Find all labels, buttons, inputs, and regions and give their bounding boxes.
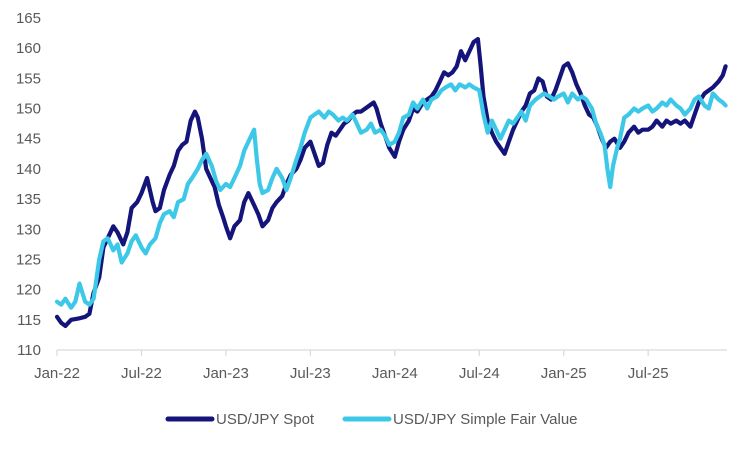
y-tick-label: 110 [17,342,41,359]
legend-label-fair-value: USD/JPY Simple Fair Value [393,411,578,428]
x-tick-label: Jul-22 [121,365,162,382]
y-tick-label: 115 [17,312,41,329]
y-tick-label: 145 [16,131,41,148]
y-tick-label: 165 [16,10,41,27]
series-lines [54,37,728,328]
legend-label-spot: USD/JPY Spot [216,411,315,428]
x-tick-label: Jan-22 [34,365,80,382]
y-tick-label: 150 [16,101,41,118]
y-tick-label: 140 [16,161,41,178]
series-line-usdjpy-spot [54,37,728,328]
series-line-usdjpy-fair-value [54,82,728,310]
y-tick-label: 135 [16,191,41,208]
x-tick-label: Jul-25 [628,365,669,382]
x-tick-label: Jan-23 [203,365,249,382]
y-tick-label: 120 [16,282,41,299]
x-axis-tick-labels: Jan-22 Jul-22 Jan-23 Jul-23 Jan-24 Jul-24 Jan-… [34,365,669,382]
x-tick-label: Jul-24 [459,365,500,382]
x-axis-ticks [56,350,649,356]
x-tick-label: Jan-25 [541,365,587,382]
x-tick-label: Jan-24 [372,365,418,382]
y-tick-label: 160 [16,40,41,57]
y-axis-tick-labels: 110 115 120 125 130 135 140 145 150 155 160 165 [16,10,41,359]
x-tick-label: Jul-23 [290,365,331,382]
y-tick-label: 130 [16,221,41,238]
y-tick-label: 125 [16,251,41,268]
y-tick-label: 155 [16,70,41,87]
legend: USD/JPY Spot USD/JPY Simple Fair Value [165,411,578,428]
